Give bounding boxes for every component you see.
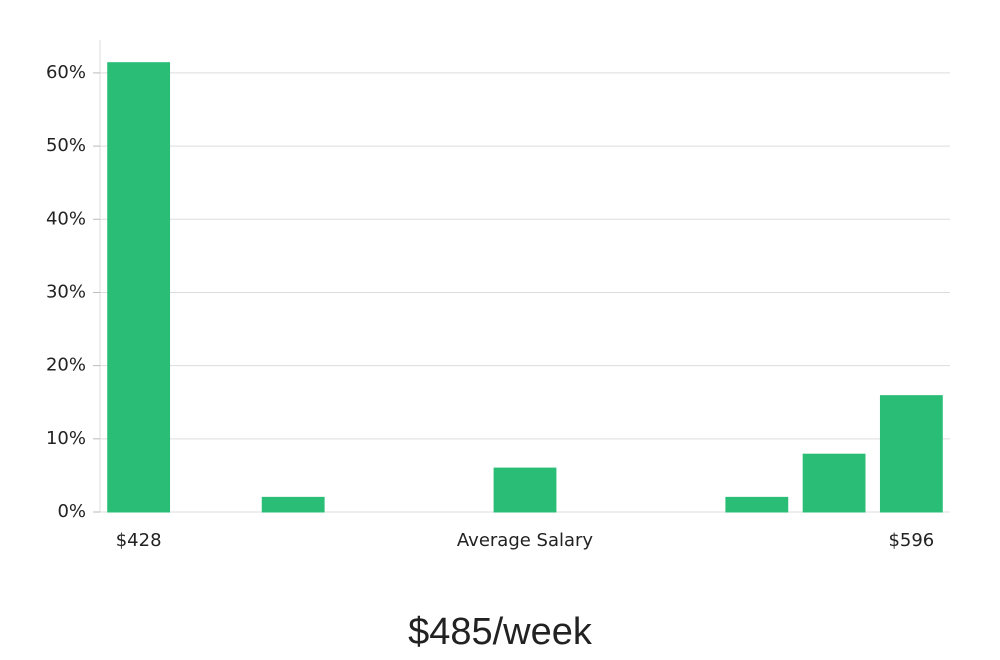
y-tick-label: 60% — [46, 62, 86, 83]
y-tick-label: 40% — [46, 208, 86, 229]
y-tick-label: 20% — [46, 355, 86, 376]
x-axis-label: Average Salary — [457, 530, 594, 551]
y-tick-label: 0% — [57, 501, 86, 522]
x-tick-label: $596 — [888, 530, 934, 551]
y-tick-label: 10% — [46, 428, 86, 449]
bar — [725, 496, 789, 513]
bar — [879, 395, 943, 513]
bar — [107, 62, 171, 513]
y-tick-label: 30% — [46, 281, 86, 302]
bar — [261, 496, 325, 513]
subtitle: $485/week — [408, 611, 593, 653]
bar — [493, 467, 557, 513]
bar — [802, 453, 866, 513]
y-tick-label: 50% — [46, 135, 86, 156]
x-tick-label: $428 — [116, 530, 162, 551]
